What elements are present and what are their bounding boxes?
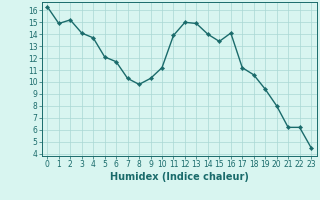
- X-axis label: Humidex (Indice chaleur): Humidex (Indice chaleur): [110, 172, 249, 182]
